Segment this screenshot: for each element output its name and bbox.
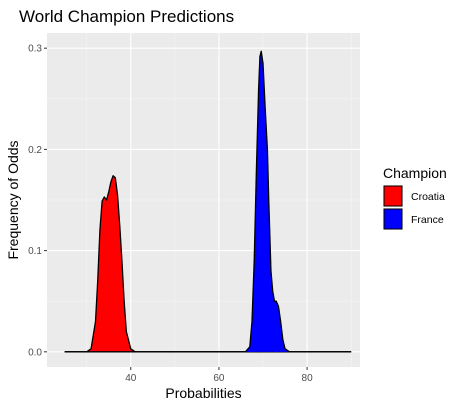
legend-label-croatia: Croatia <box>411 191 445 203</box>
y-axis-label: Frequency of Odds <box>5 140 21 259</box>
x-axis: 40 60 80 <box>125 367 313 384</box>
density-outline-france <box>64 50 352 353</box>
y-axis: 0.0 0.1 0.2 0.3 <box>28 44 47 358</box>
legend-swatch-croatia <box>383 185 403 207</box>
x-tick-label: 40 <box>125 373 137 384</box>
legend-label-france: France <box>411 214 444 226</box>
y-tick-label: 0.2 <box>28 145 42 156</box>
y-tick-label: 0.1 <box>28 246 42 257</box>
y-tick-label: 0.3 <box>28 44 42 55</box>
legend-swatch-france <box>383 208 403 230</box>
legend-items: Croatia France <box>383 185 445 230</box>
chart-title: World Champion Predictions <box>19 7 234 26</box>
x-tick-label: 60 <box>213 373 225 384</box>
x-tick-label: 80 <box>302 373 314 384</box>
legend-title: Champion <box>383 165 447 181</box>
density-areas <box>64 50 352 353</box>
legend: Champion Croatia France <box>383 165 447 230</box>
x-axis-label: Probabilities <box>165 385 241 401</box>
y-tick-label: 0.0 <box>28 347 42 358</box>
density-outline-croatia <box>64 175 352 353</box>
